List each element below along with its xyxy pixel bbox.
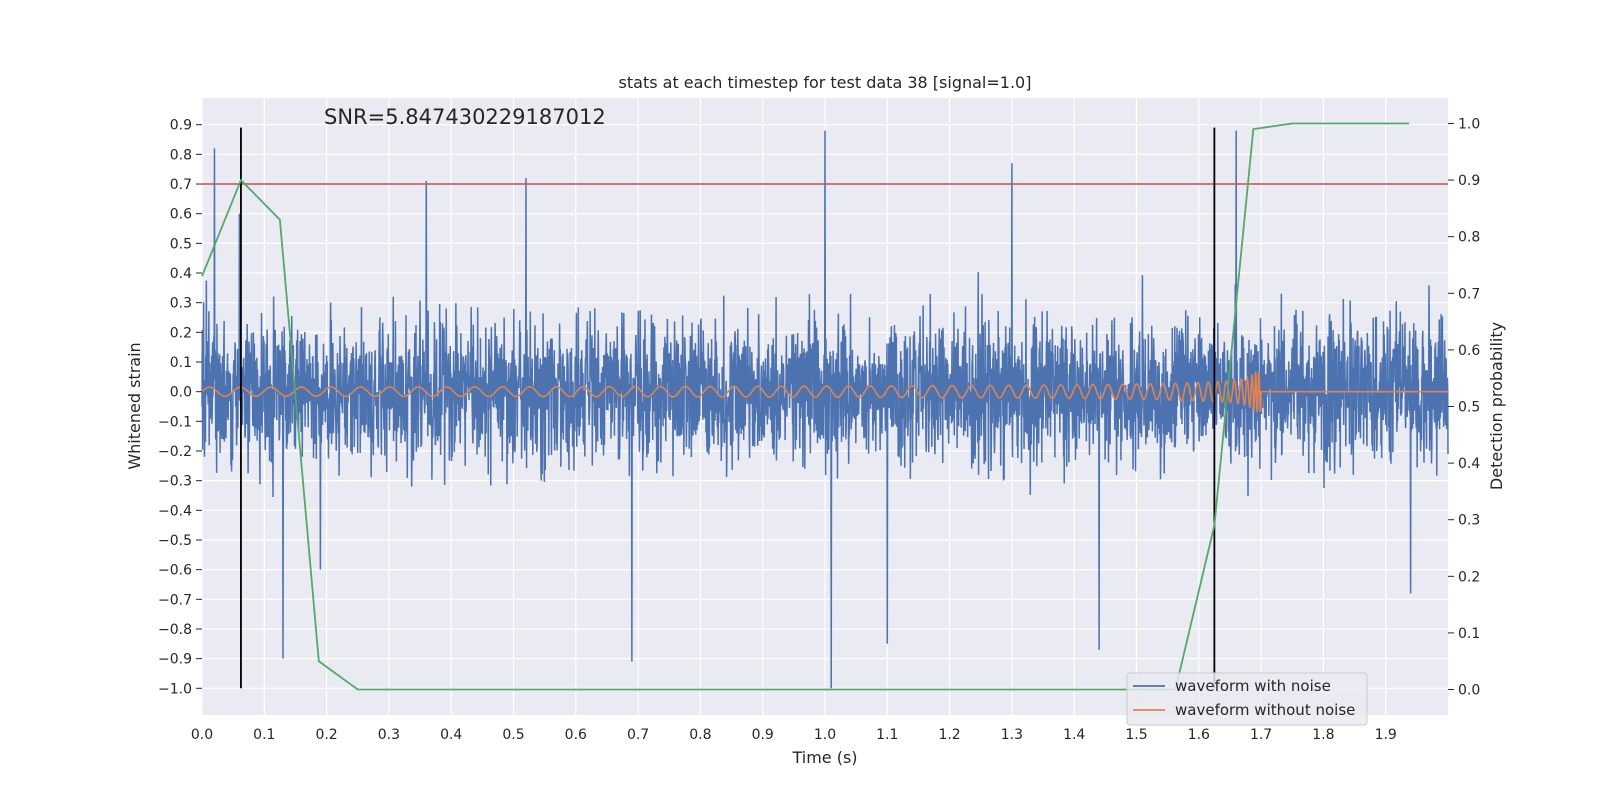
y-left-tick-label: −0.4 xyxy=(158,503,192,519)
x-tick-label: 1.9 xyxy=(1375,727,1397,743)
x-tick-label: 1.2 xyxy=(938,727,960,743)
y-left-tick-label: 0.4 xyxy=(170,266,192,282)
y-left-tick-label: −1.0 xyxy=(158,681,192,697)
x-axis-ticks: 0.0 0.1 0.2 0.3 0.4 0.5 0.6 0.7 0.8 0.9 1.0 1.1 1.2 1… xyxy=(191,727,1397,743)
x-tick-label: 1.6 xyxy=(1188,727,1210,743)
y-left-tick-label: 0.2 xyxy=(170,325,192,341)
x-tick-label: 1.3 xyxy=(1001,727,1023,743)
x-tick-label: 1.1 xyxy=(876,727,898,743)
y-left-tick-label: −0.8 xyxy=(158,622,192,638)
y-right-tick-label: 0.8 xyxy=(1458,230,1480,246)
snr-annotation: SNR=5.847430229187012 xyxy=(324,105,606,129)
legend-box xyxy=(1126,672,1368,726)
y-left-tick-label: 0.8 xyxy=(170,147,192,163)
series-detection-probability xyxy=(201,122,1410,691)
y-right-tick-label: 0.9 xyxy=(1458,173,1480,189)
y-right-axis-label: Detection probability xyxy=(1487,322,1506,490)
plot-content xyxy=(201,122,1449,691)
y-right-tick-label: 0.3 xyxy=(1458,513,1480,529)
y-left-tick-label: 0.6 xyxy=(170,207,192,223)
series-waveform-with-noise xyxy=(201,130,1449,689)
y-right-tick-label: 0.6 xyxy=(1458,343,1480,359)
y-left-tick-label: −0.6 xyxy=(158,563,192,579)
x-tick-label: 0.1 xyxy=(253,727,275,743)
y-right-tick-label: 0.4 xyxy=(1458,456,1480,472)
y-left-axis-ticks: 0.9 0.8 0.7 0.6 0.5 0.4 0.3 0.2 0.1 0.0 −0.1 −0.2 −0… xyxy=(158,118,202,697)
series-waveform-without-noise xyxy=(201,371,1448,413)
legend-label-noise: waveform with noise xyxy=(1175,677,1331,695)
y-left-axis-label: Whitened strain xyxy=(125,342,144,469)
x-tick-label: 0.0 xyxy=(191,727,213,743)
x-tick-label: 1.8 xyxy=(1312,727,1334,743)
probability-line xyxy=(201,122,1410,691)
y-right-tick-label: 0.0 xyxy=(1458,683,1480,699)
y-right-tick-label: 0.5 xyxy=(1458,400,1480,416)
y-left-tick-label: −0.1 xyxy=(158,414,192,430)
y-left-tick-label: −0.9 xyxy=(158,652,192,668)
x-tick-label: 1.4 xyxy=(1063,727,1085,743)
x-tick-label: 0.7 xyxy=(627,727,649,743)
legend-label-clean: waveform without noise xyxy=(1175,701,1355,719)
y-right-axis-ticks: 1.0 0.9 0.8 0.7 0.6 0.5 0.4 0.3 0.2 0.1 0.0 xyxy=(1448,116,1480,699)
clean-waveform-line xyxy=(201,371,1448,413)
y-left-tick-label: −0.5 xyxy=(158,533,192,549)
x-tick-label: 0.3 xyxy=(378,727,400,743)
noise-waveform-line xyxy=(201,130,1449,689)
y-left-tick-label: 0.9 xyxy=(170,118,192,134)
x-tick-label: 1.0 xyxy=(814,727,836,743)
vertical-markers xyxy=(240,127,1216,689)
chart-title: stats at each timestep for test data 38 … xyxy=(619,73,1032,92)
y-left-tick-label: 0.0 xyxy=(170,385,192,401)
x-tick-label: 1.7 xyxy=(1250,727,1272,743)
x-tick-label: 0.6 xyxy=(565,727,587,743)
x-tick-label: 1.5 xyxy=(1125,727,1147,743)
y-left-tick-label: 0.7 xyxy=(170,177,192,193)
x-tick-label: 0.5 xyxy=(502,727,524,743)
legend: waveform with noise waveform without noi… xyxy=(1126,672,1368,726)
x-tick-label: 0.4 xyxy=(440,727,462,743)
y-left-tick-label: −0.3 xyxy=(158,474,192,490)
y-right-tick-label: 0.2 xyxy=(1458,569,1480,585)
y-right-tick-label: 0.1 xyxy=(1458,626,1480,642)
y-left-tick-label: −0.7 xyxy=(158,592,192,608)
x-tick-label: 0.2 xyxy=(315,727,337,743)
y-left-tick-label: −0.2 xyxy=(158,444,192,460)
x-tick-label: 0.9 xyxy=(752,727,774,743)
x-axis-label: Time (s) xyxy=(791,748,857,767)
y-left-tick-label: 0.1 xyxy=(170,355,192,371)
y-right-tick-label: 0.7 xyxy=(1458,286,1480,302)
y-left-tick-label: 0.3 xyxy=(170,296,192,312)
y-left-tick-label: 0.5 xyxy=(170,236,192,252)
x-tick-label: 0.8 xyxy=(689,727,711,743)
y-right-tick-label: 1.0 xyxy=(1458,116,1480,132)
